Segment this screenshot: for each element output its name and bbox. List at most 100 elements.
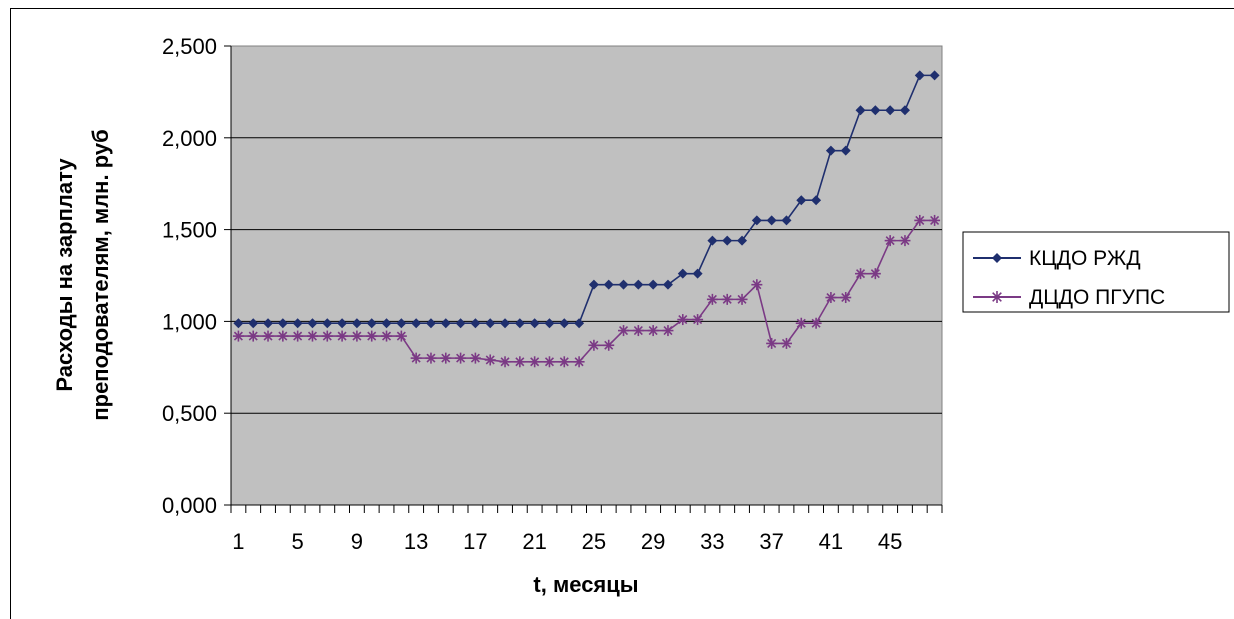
data-point (603, 339, 615, 351)
data-point (529, 318, 540, 329)
data-point (232, 330, 244, 342)
data-point (618, 325, 630, 337)
data-point (381, 318, 392, 329)
data-point (692, 314, 704, 326)
data-point (381, 330, 393, 342)
y-axis-title-line-1: Расходы на зарплату (52, 158, 77, 392)
data-point (840, 145, 851, 156)
data-point (499, 356, 511, 368)
data-point (322, 318, 333, 329)
legend-box (962, 231, 1230, 313)
y-tick-label: 2,500 (162, 34, 217, 59)
data-point (500, 318, 511, 329)
legend-marker-diamond (992, 253, 1002, 263)
data-point (706, 293, 718, 305)
data-point (632, 325, 644, 337)
data-point (514, 318, 525, 329)
data-point (514, 356, 526, 368)
data-point (558, 356, 570, 368)
data-point (869, 268, 881, 280)
data-point (885, 105, 896, 116)
legend: КЦДО РЖД ДЦДО ПГУПС (962, 231, 1230, 313)
data-point (692, 268, 703, 279)
data-point (277, 330, 289, 342)
data-point (559, 318, 570, 329)
legend-asterisk-shape (991, 291, 1003, 303)
gridlines (231, 137, 942, 414)
data-point (737, 235, 748, 246)
x-tick-label: 17 (463, 529, 487, 554)
data-point (440, 352, 452, 364)
data-point (277, 318, 288, 329)
data-point (929, 214, 941, 226)
x-tick-label: 1 (232, 529, 244, 554)
data-point (395, 330, 407, 342)
x-tick-label: 9 (351, 529, 363, 554)
data-point (469, 352, 481, 364)
data-point (484, 354, 496, 366)
data-point (247, 330, 259, 342)
data-point (721, 293, 733, 305)
data-point (899, 235, 911, 247)
data-point (233, 318, 244, 329)
data-point (544, 318, 555, 329)
data-point (648, 279, 659, 290)
data-point (440, 318, 451, 329)
data-point (411, 318, 422, 329)
data-point (396, 318, 407, 329)
data-point (751, 215, 762, 226)
y-tick-label: 0,500 (162, 401, 217, 426)
data-point (618, 279, 629, 290)
series-1 (233, 70, 940, 329)
x-tick-label: 21 (522, 529, 546, 554)
data-point (780, 337, 792, 349)
data-point (573, 356, 585, 368)
legend-label-series-1: КЦДО РЖД (1029, 247, 1141, 270)
data-point (292, 318, 303, 329)
data-point (855, 105, 866, 116)
y-axis-title-line-2: преподователям, млн. руб (88, 129, 113, 420)
data-point (751, 279, 763, 291)
data-point (662, 279, 673, 290)
plot-area (230, 45, 943, 506)
data-point (840, 292, 852, 304)
data-point (766, 337, 778, 349)
x-tick-label: 41 (819, 529, 843, 554)
data-point (263, 318, 274, 329)
data-point (574, 318, 585, 329)
data-point (870, 105, 881, 116)
x-tick-label: 33 (700, 529, 724, 554)
x-tick-label: 13 (404, 529, 428, 554)
data-point (810, 317, 822, 329)
legend-label-series-2: ДЦДО ПГУПС (1029, 286, 1165, 309)
data-point (825, 292, 837, 304)
data-point (603, 279, 614, 290)
data-point (855, 268, 867, 280)
data-point (543, 356, 555, 368)
y-tick-label: 0,000 (162, 493, 217, 518)
data-point (425, 318, 436, 329)
data-point (455, 318, 466, 329)
data-point (366, 318, 377, 329)
data-point (795, 317, 807, 329)
data-point (529, 356, 541, 368)
x-tick-label: 25 (582, 529, 606, 554)
data-point (796, 195, 807, 206)
x-tick-label: 29 (641, 529, 665, 554)
data-point (366, 330, 378, 342)
data-point (248, 318, 259, 329)
series-2 (232, 214, 941, 368)
data-point (647, 325, 659, 337)
data-point (766, 215, 777, 226)
data-point (307, 318, 318, 329)
x-tick-label: 45 (878, 529, 902, 554)
data-point (410, 352, 422, 364)
y-tick-label: 1,000 (162, 309, 217, 334)
series-layer (232, 70, 941, 368)
data-point (292, 330, 304, 342)
data-point (677, 268, 688, 279)
data-point (336, 330, 348, 342)
data-point (662, 325, 674, 337)
data-point (811, 195, 822, 206)
